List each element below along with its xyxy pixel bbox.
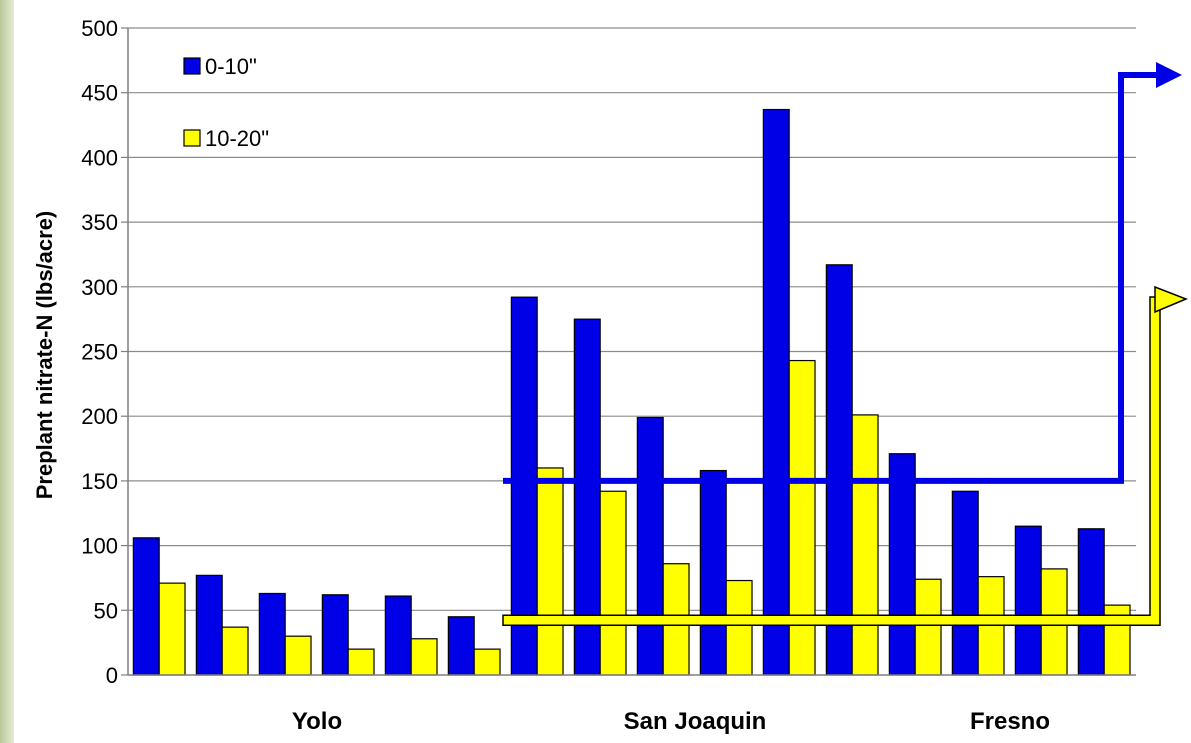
y-axis-ticks: 0 50 100 150 200 250 300 350 400 450 500 <box>81 16 128 688</box>
bar-series1-site6 <box>473 648 501 676</box>
axes <box>127 28 1136 676</box>
bar-series0-site9 <box>636 416 664 676</box>
x-group-label: San Joaquin <box>624 708 767 735</box>
y-tick-label: 50 <box>94 598 118 623</box>
legend-swatch-series0 <box>183 57 201 75</box>
arrow-right-icon <box>1154 285 1189 314</box>
threshold-line-0-10in <box>503 72 1158 484</box>
bar-series0-site14 <box>951 490 979 676</box>
bar-series0-site2 <box>195 574 223 676</box>
bar-series0-site16 <box>1077 528 1105 676</box>
bar-series1-site5 <box>410 638 438 676</box>
bar-series0-site13 <box>888 453 916 676</box>
bar-series0-site10 <box>699 469 727 676</box>
bar-series1-site7 <box>536 467 564 676</box>
bar-series1-site4 <box>347 648 375 676</box>
y-tick-label: 450 <box>81 81 118 106</box>
y-tick-label: 150 <box>81 469 118 494</box>
y-tick-label: 300 <box>81 275 118 300</box>
y-tick-label: 100 <box>81 534 118 559</box>
gridlines <box>128 27 1136 611</box>
y-tick-label: 200 <box>81 404 118 429</box>
bar-series0-site12 <box>825 264 853 676</box>
y-axis-label: Preplant nitrate-N (lbs/acre) <box>32 211 57 500</box>
bar-series1-site13 <box>914 578 942 676</box>
bar-series1-site11 <box>788 359 816 676</box>
bar-series0-site4 <box>321 594 349 676</box>
bar-series1-site10 <box>725 579 753 676</box>
bar-series1-site3 <box>284 635 312 676</box>
y-tick-label: 500 <box>81 16 118 41</box>
bar-series1-site8 <box>599 490 627 676</box>
legend-label-series1: 10-20" <box>205 126 269 151</box>
bar-series0-site3 <box>258 592 286 676</box>
threshold-annotations <box>502 62 1189 627</box>
x-group-label: Fresno <box>970 708 1050 735</box>
legend-label-series0: 0-10" <box>205 54 257 79</box>
legend: 0-10" 10-20" <box>183 54 269 151</box>
bars <box>132 108 1131 676</box>
bar-series1-site12 <box>851 414 879 676</box>
arrow-right-icon <box>1156 62 1182 88</box>
bar-series0-site15 <box>1014 525 1042 676</box>
y-tick-label: 350 <box>81 210 118 235</box>
decorative-side-band <box>0 0 14 743</box>
bar-series0-site5 <box>384 595 412 676</box>
y-tick-label: 0 <box>106 663 118 688</box>
bar-series0-site11 <box>762 108 790 676</box>
x-axis-group-labels: Yolo San Joaquin Fresno <box>292 708 1050 735</box>
bar-series1-site2 <box>221 626 249 676</box>
y-tick-label: 400 <box>81 145 118 170</box>
x-group-label: Yolo <box>292 708 342 735</box>
y-tick-label: 250 <box>81 340 118 365</box>
bar-series0-site1 <box>132 537 160 676</box>
legend-swatch-series1 <box>183 129 201 147</box>
bar-series1-site1 <box>158 582 186 676</box>
bar-series0-site6 <box>447 616 475 676</box>
